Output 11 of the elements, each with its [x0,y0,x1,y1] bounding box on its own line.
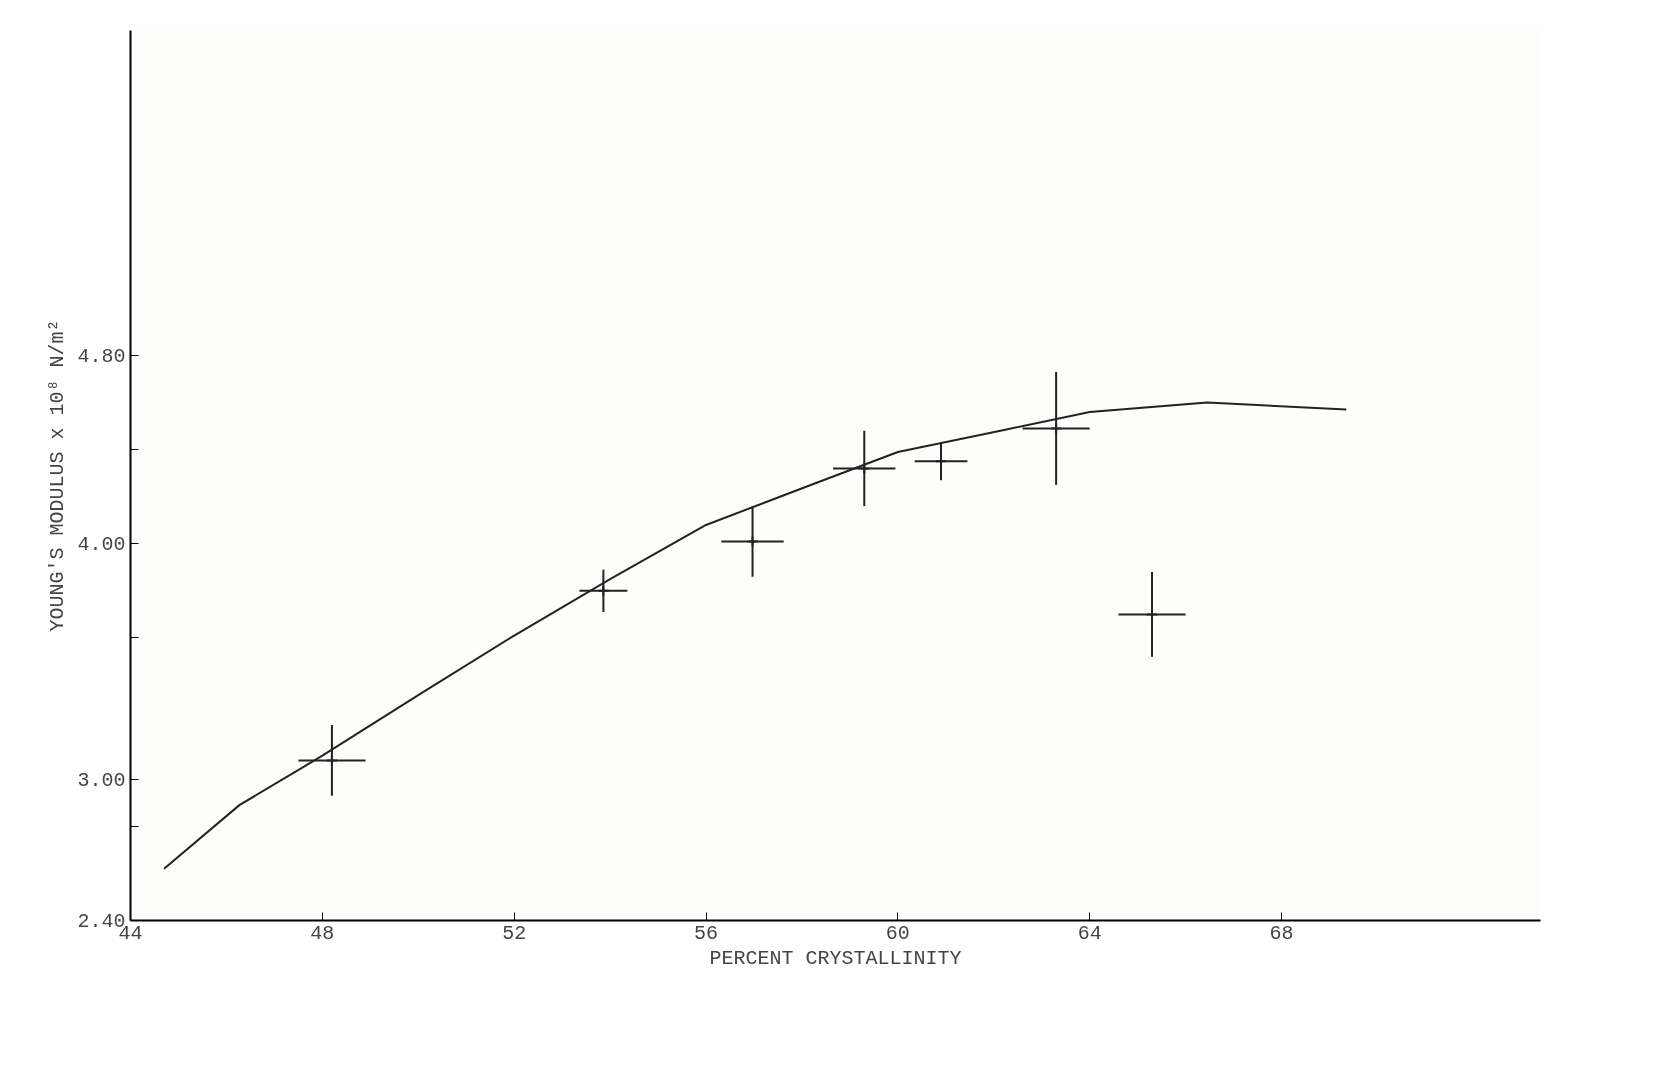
x-tick-label: 64 [1077,921,1102,945]
x-tick-label: 68 [1269,921,1294,945]
x-tick-label: 56 [694,921,719,945]
y-axis-title: YOUNG'S MODULUS x 10⁸ N/m² [46,319,70,632]
y-tick-label: 3.00 [77,768,126,792]
x-axis-title: PERCENT CRYSTALLINITY [709,946,962,970]
x-tick-label: 60 [885,921,910,945]
x-tick-label: 48 [310,921,335,945]
x-tick-label: 52 [502,921,527,945]
y-tick-label: 4.00 [77,533,126,557]
y-tick-label: 4.80 [77,344,126,368]
